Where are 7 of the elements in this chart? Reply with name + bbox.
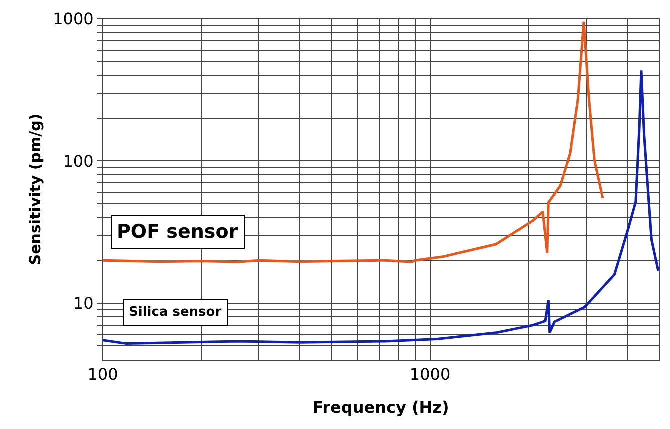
- x-axis-title: Frequency (Hz): [312, 398, 450, 417]
- y-axis-title: Sensitivity (pm/g): [26, 114, 44, 266]
- series-label: Silica sensor: [129, 305, 222, 320]
- y-tick-label: 100: [63, 152, 94, 171]
- series-label: POF sensor: [117, 221, 239, 243]
- y-tick-label: 10: [73, 294, 94, 314]
- y-tick-label: 1000: [53, 10, 94, 29]
